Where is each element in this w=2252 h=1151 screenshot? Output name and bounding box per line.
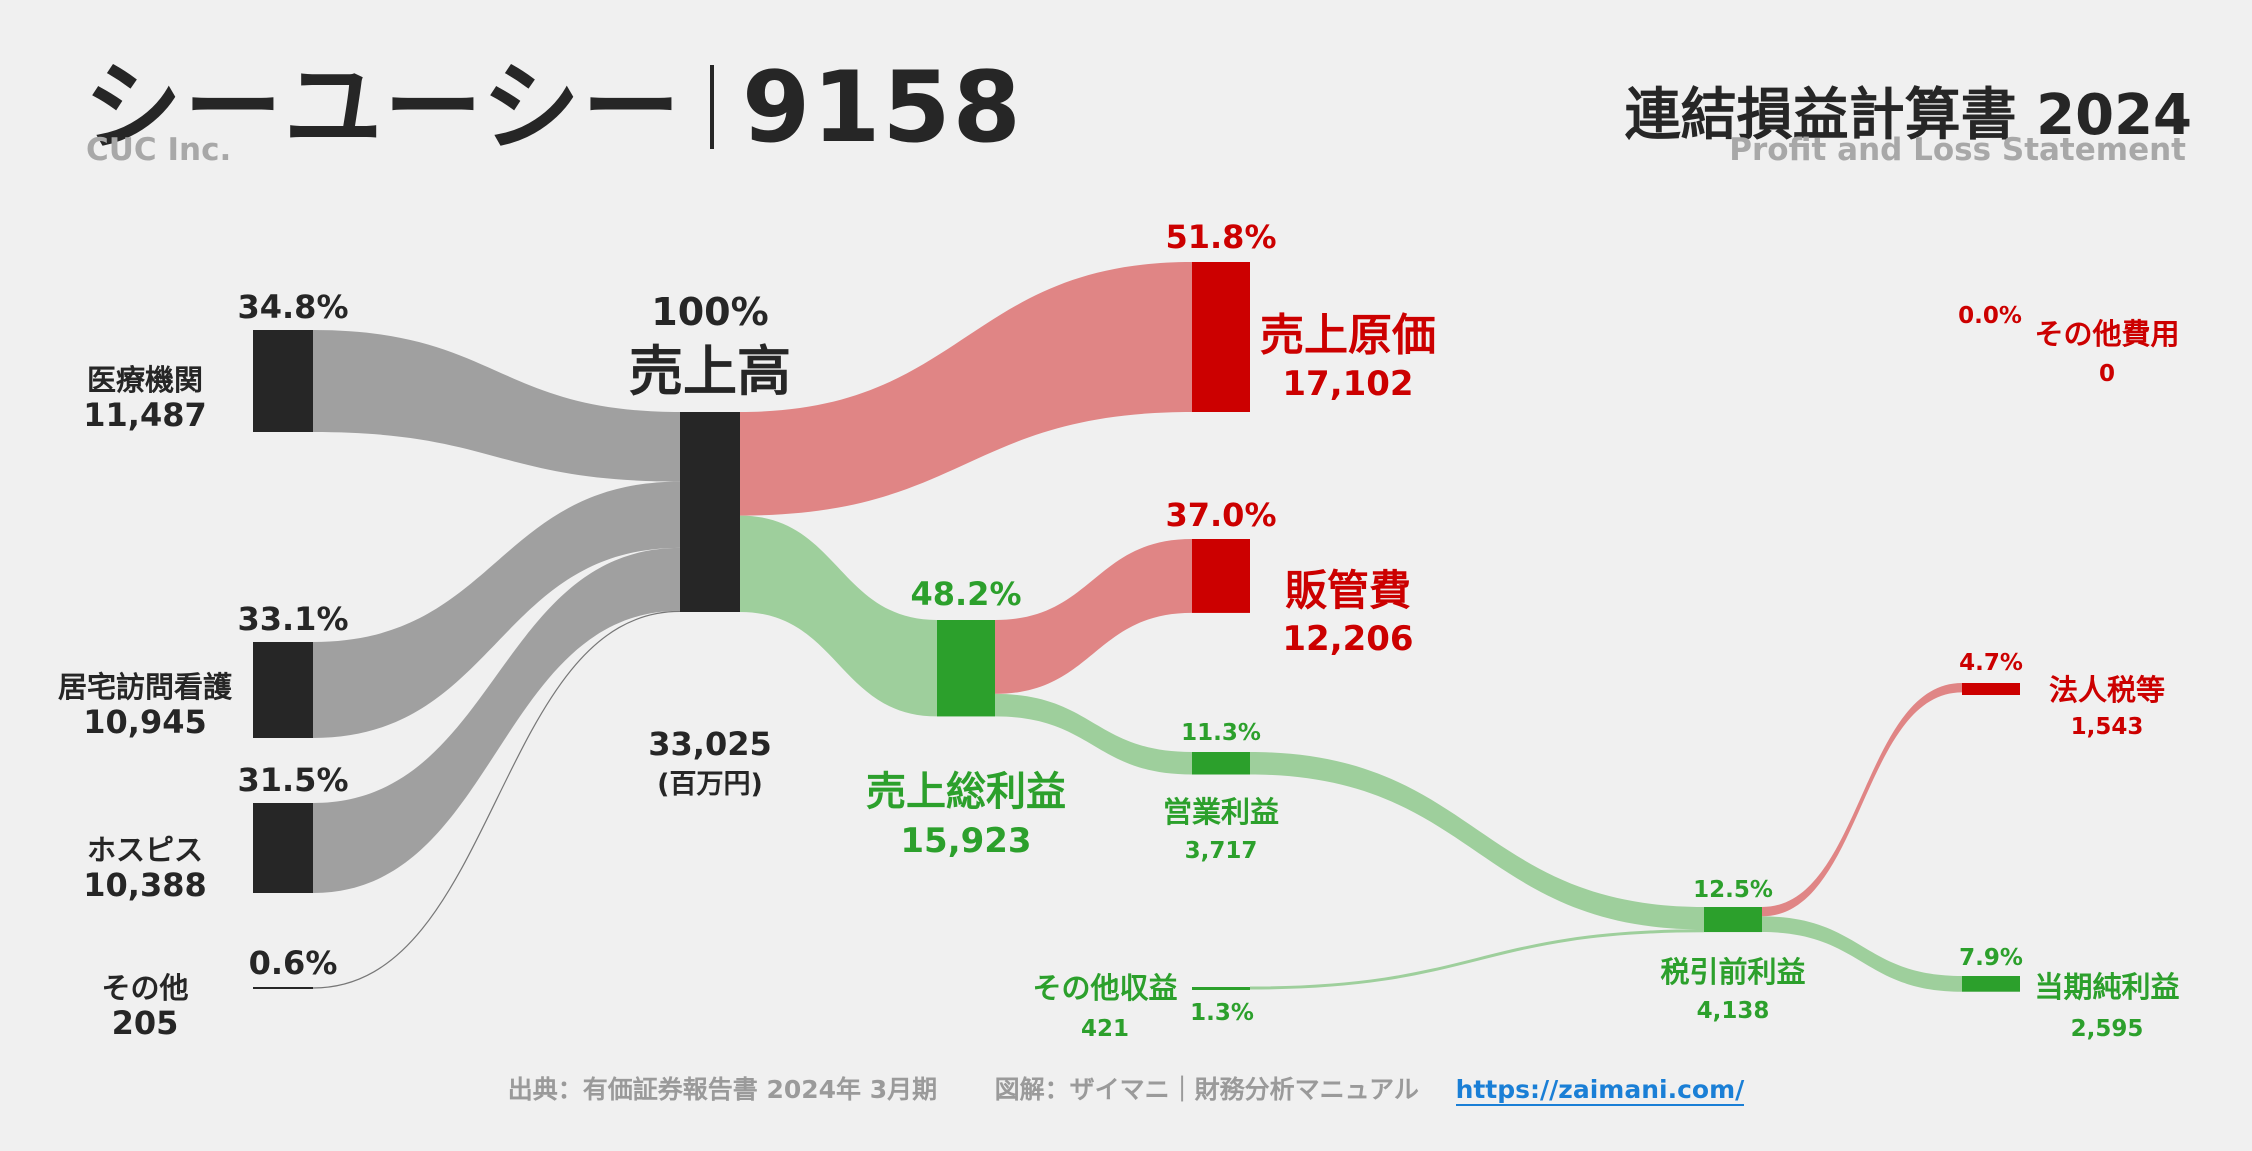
segment-name: ホスピス: [87, 833, 203, 867]
op-pct: 11.3%: [1181, 720, 1261, 746]
revenue-node: [680, 412, 740, 612]
op-flow: [995, 693, 1192, 775]
cogs-node: [1192, 262, 1250, 412]
other-expense-value: 0: [2099, 361, 2115, 387]
segment-flow: [312, 610, 681, 989]
gross-profit-node: [937, 620, 995, 717]
tax-label: 法人税等: [2049, 673, 2165, 707]
segment-flow: [313, 547, 680, 893]
pretax-pct: 12.5%: [1693, 877, 1773, 903]
revenue-label: 売上高: [629, 340, 791, 403]
tax-node: [1962, 683, 2020, 695]
footer: 出典：有価証券報告書 2024年 3月期 図解：ザイマニ｜財務分析マニュアル h…: [0, 1070, 2252, 1106]
segment-node: [253, 803, 313, 893]
segment-flow: [313, 481, 680, 738]
revenue-unit: (百万円): [657, 769, 763, 800]
op-node: [1192, 752, 1250, 775]
segment-value: 205: [112, 1004, 179, 1042]
segment-flow: [313, 330, 680, 482]
tax-flow: [1762, 683, 1962, 917]
pretax-value: 4,138: [1697, 998, 1770, 1024]
gross-profit-pct: 48.2%: [910, 575, 1021, 613]
cogs-pct: 51.8%: [1165, 218, 1276, 256]
revenue-value: 33,025: [648, 725, 771, 763]
segment-node: [253, 330, 313, 432]
segment-name: その他: [101, 971, 188, 1005]
statement-title: 連結損益計算書 2024: [1624, 83, 2192, 148]
tax-pct: 4.7%: [1959, 650, 2023, 676]
segment-name: 医療機関: [87, 363, 203, 397]
pretax-node: [1704, 907, 1762, 933]
sga-value: 12,206: [1282, 619, 1413, 659]
segment-pct: 31.5%: [237, 761, 348, 799]
footer-source: 出典：有価証券報告書 2024年 3月期: [507, 1075, 938, 1104]
segment-pct: 0.6%: [249, 944, 338, 982]
footer-url-link[interactable]: https://zaimani.com/: [1455, 1075, 1745, 1106]
sga-flow: [995, 539, 1192, 694]
net-node: [1962, 976, 2020, 992]
pretax-label: 税引前利益: [1660, 955, 1805, 989]
segment-pct: 33.1%: [237, 600, 348, 638]
net-value: 2,595: [2071, 1016, 2144, 1042]
company-title: シーユーシー 9158: [84, 28, 1023, 170]
op-value: 3,717: [1185, 838, 1258, 864]
other-income-flow: [1249, 929, 1705, 990]
net-label: 当期純利益: [2034, 970, 2179, 1004]
gross-profit-label: 売上総利益: [866, 769, 1066, 815]
gross-profit-flow: [740, 515, 937, 717]
title-separator: [710, 65, 715, 149]
statement-title-en: Profit and Loss Statement: [1729, 132, 2186, 168]
sga-pct: 37.0%: [1165, 496, 1276, 534]
cogs-value: 17,102: [1282, 364, 1413, 404]
revenue-pct: 100%: [651, 290, 768, 334]
segment-node: [253, 987, 313, 989]
sga-node: [1192, 539, 1250, 613]
op-to-pretax-flow: [1250, 752, 1704, 930]
cogs-flow: [740, 262, 1192, 516]
net-flow: [1762, 916, 1962, 992]
other-income-pct: 1.3%: [1190, 1000, 1254, 1026]
segment-value: 10,945: [83, 703, 206, 741]
segment-node: [253, 642, 313, 738]
other-expense-pct: 0.0%: [1958, 303, 2022, 329]
other-expense-label: その他費用: [2034, 317, 2179, 351]
cogs-label: 売上原価: [1260, 310, 1436, 361]
segment-pct: 34.8%: [237, 288, 348, 326]
footer-credit: 図解：ザイマニ｜財務分析マニュアル: [994, 1075, 1419, 1104]
company-name: シーユーシー: [84, 51, 683, 165]
tax-value: 1,543: [2071, 714, 2144, 740]
company-name-en: CUC Inc.: [86, 132, 232, 168]
segment-value: 11,487: [83, 396, 206, 434]
company-code: 9158: [742, 51, 1023, 165]
other-income-node: [1192, 987, 1250, 990]
segment-value: 10,388: [83, 866, 206, 904]
other-income-label: その他収益: [1032, 971, 1177, 1005]
segment-name: 居宅訪問看護: [58, 670, 233, 704]
net-pct: 7.9%: [1959, 945, 2023, 971]
gross-profit-value: 15,923: [900, 821, 1031, 861]
other-income-value: 421: [1081, 1016, 1129, 1042]
sga-label: 販管費: [1285, 566, 1411, 615]
op-label: 営業利益: [1163, 795, 1279, 829]
